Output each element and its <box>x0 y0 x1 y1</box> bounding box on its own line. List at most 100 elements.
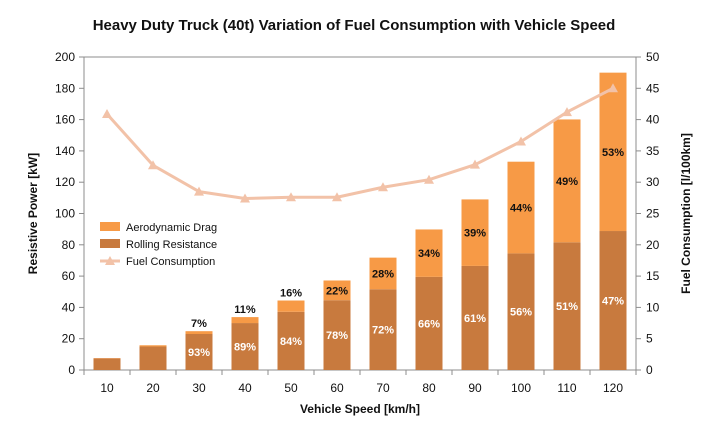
y2-tick-label: 45 <box>646 81 660 95</box>
rolling-resistance-pct-label: 56% <box>510 307 532 319</box>
fuel-consumption-point <box>562 107 572 117</box>
legend-label-fuel-consumption: Fuel Consumption <box>126 256 215 268</box>
aerodynamic-drag-pct-label: 11% <box>234 304 256 316</box>
bar-rolling-resistance <box>93 358 121 370</box>
x-tick-label: 20 <box>146 381 160 395</box>
y2-tick-label: 0 <box>646 363 653 377</box>
x-tick-label: 100 <box>511 381 531 395</box>
y-tick-label: 160 <box>55 113 75 127</box>
bar-rolling-resistance <box>507 253 535 370</box>
rolling-resistance-pct-label: 78% <box>326 330 348 342</box>
y-axis-title: Resistive Power [kW] <box>26 153 40 274</box>
aerodynamic-drag-pct-label: 34% <box>418 248 440 260</box>
bar-aerodynamic-drag <box>185 331 213 335</box>
bar-rolling-resistance <box>553 242 581 370</box>
y-tick-label: 120 <box>55 175 75 189</box>
rolling-resistance-pct-label: 72% <box>372 325 394 337</box>
fuel-consumption-line <box>105 86 614 200</box>
y-tick-label: 180 <box>55 81 75 95</box>
x-tick-label: 50 <box>284 381 298 395</box>
y-tick-label: 80 <box>62 238 76 252</box>
x-tick-label: 80 <box>422 381 436 395</box>
x-tick-label: 110 <box>557 381 576 395</box>
bar-aerodynamic-drag <box>553 119 581 243</box>
x-tick-label: 60 <box>330 381 344 395</box>
rolling-resistance-pct-label: 47% <box>602 296 624 308</box>
fuel-consumption-point <box>102 108 112 118</box>
x-axis-title: Vehicle Speed [km/h] <box>300 402 420 416</box>
fuel-consumption-point <box>148 160 158 170</box>
y2-tick-label: 15 <box>646 269 660 283</box>
bar-aerodynamic-drag <box>415 229 443 277</box>
rolling-resistance-pct-label: 84% <box>280 336 302 348</box>
aerodynamic-drag-pct-label: 49% <box>556 176 578 188</box>
rolling-resistance-pct-label: 66% <box>418 318 440 330</box>
legend-swatch-aerodynamic-drag <box>100 222 120 231</box>
y-tick-label: 0 <box>68 363 75 377</box>
bar-aerodynamic-drag <box>507 161 535 254</box>
y2-tick-label: 10 <box>646 300 660 314</box>
aerodynamic-drag-pct-label: 16% <box>280 288 302 300</box>
y-tick-label: 40 <box>62 300 76 314</box>
bar-aerodynamic-drag <box>231 317 259 324</box>
fuel-consumption-point <box>516 136 526 146</box>
rolling-resistance-pct-label: 51% <box>556 301 578 313</box>
rolling-resistance-pct-label: 89% <box>234 342 256 354</box>
chart-title: Heavy Duty Truck (40t) Variation of Fuel… <box>93 17 616 34</box>
bar-rolling-resistance <box>461 265 489 370</box>
bar-aerodynamic-drag <box>461 199 489 266</box>
legend-swatch-rolling-resistance <box>100 239 120 248</box>
bar-rolling-resistance <box>277 311 305 370</box>
y2-tick-label: 50 <box>646 50 660 64</box>
bar-aerodynamic-drag <box>277 300 305 312</box>
plot-area <box>83 56 637 371</box>
rolling-resistance-pct-label: 93% <box>188 347 210 359</box>
bar-rolling-resistance <box>599 231 627 370</box>
bar-rolling-resistance <box>369 289 397 370</box>
x-tick-label: 40 <box>238 381 252 395</box>
fuel-consumption-point <box>424 174 434 184</box>
aerodynamic-drag-pct-label: 28% <box>372 268 394 280</box>
bar-aerodynamic-drag <box>599 72 627 232</box>
x-tick-label: 30 <box>192 381 206 395</box>
aerodynamic-drag-pct-label: 44% <box>510 203 532 215</box>
bar-aerodynamic-drag <box>369 257 397 290</box>
legend-marker-fuel-consumption <box>105 256 115 265</box>
y2-tick-label: 30 <box>646 175 660 189</box>
aerodynamic-drag-pct-label: 53% <box>602 147 624 159</box>
legend-label-rolling-resistance: Rolling Resistance <box>126 239 217 251</box>
y-tick-label: 60 <box>62 269 76 283</box>
y2-tick-label: 25 <box>646 207 660 221</box>
y-tick-label: 20 <box>62 332 76 346</box>
fuel-consumption-point <box>332 192 342 202</box>
y-tick-label: 100 <box>55 207 75 221</box>
legend-label-aerodynamic-drag: Aerodynamic Drag <box>126 222 217 234</box>
bar-rolling-resistance <box>323 300 351 370</box>
fuel-consumption-point <box>286 192 296 202</box>
fuel-consumption-point <box>378 182 388 192</box>
y2-tick-label: 35 <box>646 144 660 158</box>
bar-rolling-resistance <box>185 334 213 370</box>
aerodynamic-drag-pct-label: 22% <box>326 285 348 297</box>
bar-aerodynamic-drag <box>139 345 167 347</box>
y2-tick-label: 20 <box>646 238 660 252</box>
aerodynamic-drag-pct-label: 39% <box>464 228 486 240</box>
bar-aerodynamic-drag <box>323 280 351 301</box>
x-tick-label: 70 <box>376 381 390 395</box>
y-tick-label: 140 <box>55 144 75 158</box>
bar-rolling-resistance <box>415 276 443 370</box>
y-tick-label: 200 <box>55 50 75 64</box>
fuel-consumption-point <box>608 83 618 93</box>
fuel-consumption-point <box>194 186 204 196</box>
bar-rolling-resistance <box>139 346 167 370</box>
aerodynamic-drag-pct-label: 7% <box>191 318 207 330</box>
x-tick-label: 10 <box>100 381 114 395</box>
x-tick-label: 120 <box>603 381 623 395</box>
x-tick-label: 90 <box>468 381 482 395</box>
y2-tick-label: 5 <box>646 332 653 346</box>
fuel-consumption-point <box>240 193 250 203</box>
fuel-consumption-point <box>470 159 480 169</box>
bar-rolling-resistance <box>231 323 259 370</box>
